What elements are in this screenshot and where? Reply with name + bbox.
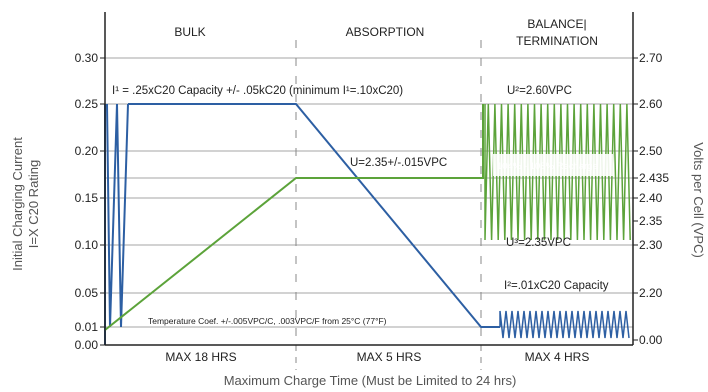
left-tick-label: 0.01 (75, 320, 99, 334)
series-layer (104, 103, 631, 345)
left-tick-label: 0.20 (75, 144, 99, 158)
right-tick-label: 2.40 (639, 191, 663, 205)
left-tick-label: 0.15 (75, 191, 99, 205)
left-tick-label: 0.05 (75, 286, 99, 300)
voltage-series-line (104, 104, 484, 331)
left-axis-label-line1: Initial Charging Current (10, 137, 25, 271)
current-series-line (128, 103, 500, 328)
annotation-recharge: 104% - 108% Recharge (497, 161, 598, 172)
right-tick-label: 2.60 (639, 97, 663, 111)
duration-bulk: MAX 18 HRS (165, 350, 236, 364)
labels-layer: 0.30 0.25 0.20 0.15 0.10 0.05 0.01 0.00 2.70 2.60… (10, 17, 706, 388)
x-axis-label: Maximum Charge Time (Must be Limited to … (224, 373, 517, 388)
phase-label-absorption: ABSORPTION (346, 25, 425, 39)
right-tick-label: 2.70 (639, 51, 663, 65)
phase-dividers (295, 40, 482, 370)
annotation-u1: U=2.35+/-.015VPC (350, 157, 447, 169)
current-series-termination-oscillation (499, 310, 630, 339)
phase-label-balance: BALANCE| (527, 17, 586, 31)
right-tick-label: 2.50 (639, 144, 663, 158)
phase-label-termination: TERMINATION (516, 34, 598, 48)
phase-label-bulk: BULK (174, 25, 205, 39)
right-axis-label: Volts per Cell (VPC) (691, 142, 706, 258)
left-tick-label: 0.10 (75, 238, 99, 252)
annotation-current-formula: I¹ = .25xC20 Capacity +/- .05kC20 (minim… (112, 85, 403, 97)
right-tick-label: 0.00 (639, 333, 663, 347)
right-tick-label: 2.435 (639, 171, 669, 185)
left-tick-label: 0.30 (75, 51, 99, 65)
right-tick-label: 2.35 (639, 214, 663, 228)
annotation-temperature: Temperature Coef. +/-.005VPC/C, .003VPC/… (148, 316, 387, 326)
left-tick-label: 0.00 (75, 338, 99, 352)
annotation-u2: U²=2.60VPC (507, 85, 572, 97)
right-tick-label: 2.30 (639, 238, 663, 252)
axes (100, 12, 638, 346)
annotation-i2: I²=.01xC20 Capacity (504, 280, 609, 292)
annotation-u3: U³=2.35VPC (506, 237, 571, 249)
right-tick-label: 2.20 (639, 286, 663, 300)
left-axis-label-line2: I=X C20 Rating (26, 160, 41, 249)
recharge-label-bg (493, 154, 613, 176)
current-series-initial-oscillation (104, 103, 129, 345)
duration-termination: MAX 4 HRS (525, 350, 590, 364)
duration-absorption: MAX 5 HRS (357, 350, 422, 364)
left-tick-label: 0.25 (75, 97, 99, 111)
